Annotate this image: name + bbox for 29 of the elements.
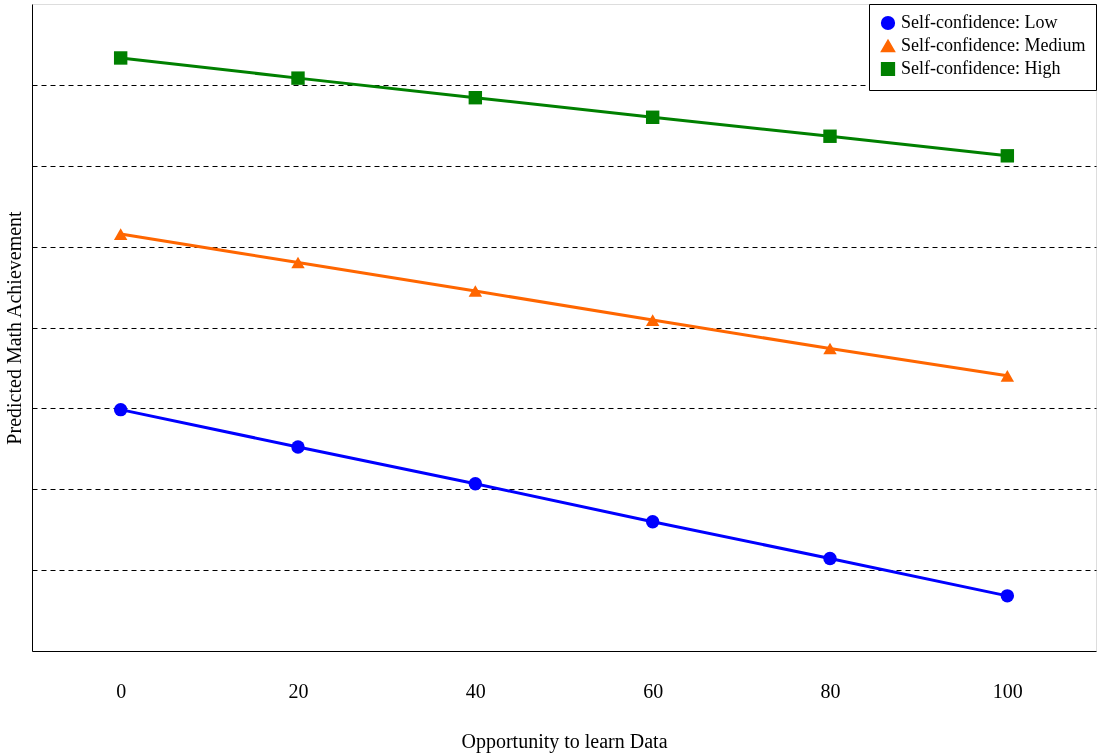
point [468, 477, 483, 491]
x-tick-label: 100 [992, 679, 1023, 702]
x-tick-label: 80 [820, 679, 841, 702]
point [1000, 589, 1015, 603]
point [113, 402, 128, 417]
legend-label: Self-confidence: High [901, 58, 1061, 78]
legend-label: Self-confidence: Low [901, 12, 1058, 32]
legend-label: Self-confidence: Medium [901, 35, 1086, 55]
point [823, 342, 837, 355]
x-axis-title: Opportunity to learn Data [461, 729, 668, 753]
point [291, 71, 305, 85]
point [645, 110, 660, 124]
point [291, 440, 305, 454]
point [1000, 149, 1015, 163]
x-tick-label: 40 [465, 679, 486, 702]
point [823, 129, 837, 143]
x-tick-label: 60 [643, 679, 664, 702]
point [645, 515, 660, 529]
x-tick-label: 0 [116, 679, 127, 702]
point [468, 285, 483, 297]
x-tick-label: 20 [288, 679, 309, 702]
point [113, 51, 128, 65]
point [291, 256, 305, 269]
point [645, 314, 660, 326]
y-axis-title: Predicted Math Achievement [2, 210, 25, 445]
point [1000, 370, 1015, 382]
point [468, 90, 483, 105]
point [113, 228, 128, 240]
point [823, 551, 837, 566]
